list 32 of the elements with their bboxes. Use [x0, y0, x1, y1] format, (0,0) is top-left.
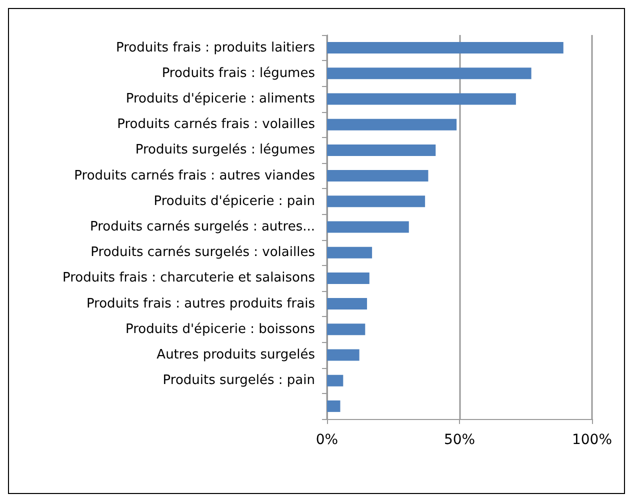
bar [327, 42, 564, 54]
x-tick-label: 50% [444, 432, 476, 448]
y-tick-label: Produits frais : produits laitiers [116, 40, 316, 56]
bar [327, 221, 409, 233]
y-tick-label: Produits carnés surgelés : autres... [90, 220, 315, 234]
y-tick-label: Produits d'épicerie : pain [154, 194, 315, 209]
y-tick-label: Produits surgelés : pain [162, 373, 315, 388]
bar [327, 118, 457, 130]
bar [327, 170, 428, 182]
y-tick-label: Produits carnés surgelés : volailles [90, 245, 316, 260]
y-tick-label: Produits d'épicerie : boissons [126, 322, 316, 337]
bar [327, 324, 366, 336]
x-tick-label: 0% [316, 432, 338, 448]
y-tick-label: Produits carnés frais : autres viandes [74, 168, 316, 184]
y-tick-label: Produits frais : légumes [162, 66, 316, 81]
bar [327, 246, 372, 258]
x-tick-label: 100% [572, 432, 612, 448]
bar [327, 298, 368, 310]
bar [327, 68, 532, 80]
bar [327, 400, 340, 412]
y-tick-label: Produits d'épicerie : aliments [126, 92, 316, 106]
bar [327, 349, 360, 361]
bar [327, 196, 426, 208]
y-tick-label: Produits surgelés : légumes [135, 142, 316, 158]
y-tick-label: Produits frais : charcuterie et salaisons [62, 270, 316, 286]
y-tick-label: Produits frais : autres produits frais [86, 296, 316, 312]
y-tick-label: Autres produits surgelés [156, 348, 316, 362]
bar [327, 374, 344, 386]
y-tick-label: Produits carnés frais : volailles [117, 117, 316, 132]
bar [327, 272, 370, 284]
bar [327, 93, 516, 105]
bar [327, 144, 436, 156]
